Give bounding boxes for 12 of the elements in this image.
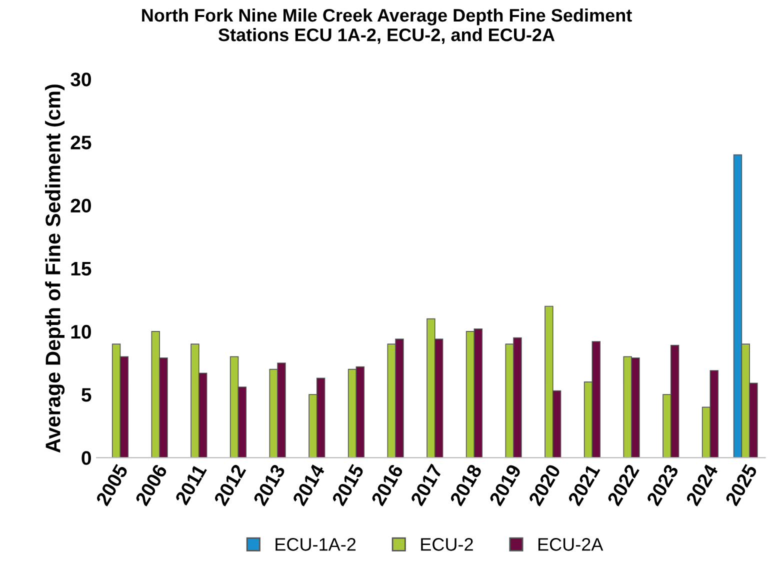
- y-axis-title: Average Depth of Fine Sediment (cm): [45, 84, 65, 453]
- y-tick-label: 10: [71, 324, 91, 339]
- y-tick-label: 5: [82, 388, 92, 402]
- y-tick-label: 15: [71, 262, 92, 276]
- chart-title: North Fork Nine Mile Creek Average Depth Fine Sediment Stations ECU 1A-2, ECU-2, and ECU-2A: [142, 8, 632, 44]
- y-tick-label: 30: [70, 72, 91, 86]
- legend-label: ECU-2A: [538, 538, 604, 551]
- legend-label: ECU-2: [421, 538, 473, 551]
- legend-label: ECU-1A-2: [276, 538, 356, 551]
- y-tick-label: 25: [70, 136, 92, 150]
- y-tick-label: 0: [82, 451, 91, 465]
- y-tick-label: 20: [70, 198, 91, 213]
